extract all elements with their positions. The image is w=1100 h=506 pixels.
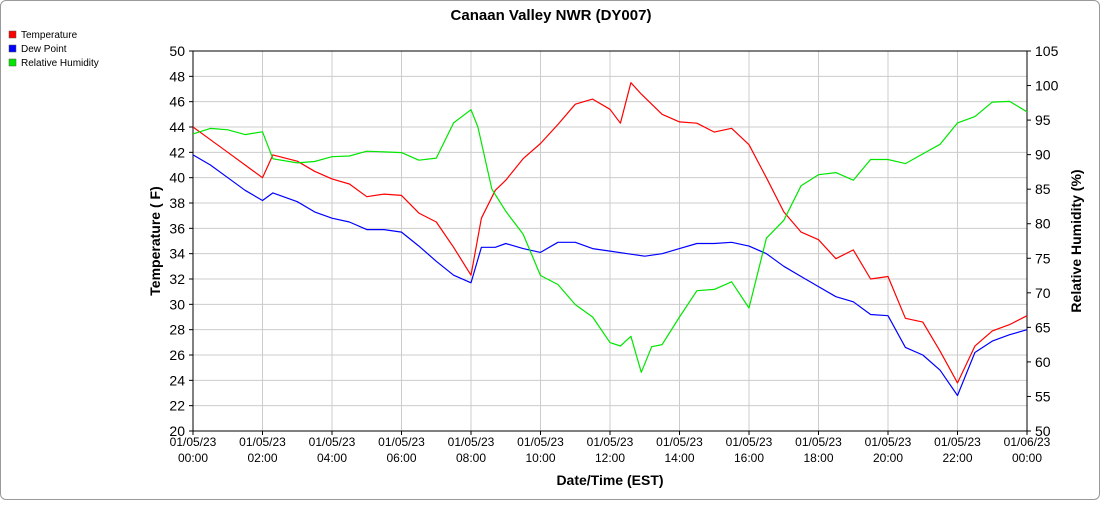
left-tick-label: 40 [169,170,185,186]
right-tick-label: 90 [1035,147,1051,163]
dew-point-line [192,154,1028,397]
x-tick-time: 02:00 [247,451,277,465]
grid-lines [192,50,1028,432]
x-tick-time: 00:00 [178,451,208,465]
right-tick-label: 100 [1035,78,1059,94]
x-axis-label: Date/Time (EST) [556,472,663,488]
x-tick-date: 01/05/23 [378,435,425,449]
left-tick-label: 50 [169,43,185,59]
left-tick-label: 44 [169,119,185,135]
x-tick-date: 01/05/23 [309,435,356,449]
right-tick-label: 105 [1035,43,1059,59]
chart-title: Canaan Valley NWR (DY007) [451,7,652,24]
x-tick-date: 01/06/23 [1004,435,1051,449]
x-tick-date: 01/05/23 [239,435,286,449]
right-tick-label: 95 [1035,112,1051,128]
legend-label: Dew Point [21,44,67,55]
legend-label: Relative Humidity [21,58,99,69]
x-tick-date: 01/05/23 [726,435,773,449]
right-tick-label: 80 [1035,216,1051,232]
left-tick-label: 20 [169,423,185,439]
x-tick-time: 04:00 [317,451,347,465]
x-tick-date: 01/05/23 [656,435,703,449]
right-tick-label: 55 [1035,388,1051,404]
x-tick-time: 12:00 [595,451,625,465]
legend-label: Temperature [21,30,78,41]
legend-swatch [8,30,17,39]
right-tick-label: 50 [1035,423,1051,439]
temperature-line [192,82,1028,384]
left-tick-label: 30 [169,296,185,312]
left-tick-label: 42 [169,144,185,160]
left-tick-label: 48 [169,68,185,84]
relative-humidity-line [192,100,1028,373]
right-tick-label: 65 [1035,319,1051,335]
x-tick-date: 01/05/23 [934,435,981,449]
left-tick-label: 28 [169,322,185,338]
x-tick-time: 00:00 [1012,451,1042,465]
left-tick-label: 24 [169,372,185,388]
series-layer [192,82,1028,397]
y2-axis-label: Relative Humidity (%) [1068,169,1084,312]
x-tick-date: 01/05/23 [170,435,217,449]
left-axis-ticks: 20 22 24 26 28 30 32 34 36 38 40 42 44 46 48 50 [169,43,193,439]
right-axis-ticks: 50 55 60 65 70 75 80 85 90 95 100 105 [1027,43,1059,439]
legend-swatch [8,44,17,53]
legend: Temperature Dew Point Relative Humidity [8,30,99,69]
x-tick-date: 01/05/23 [517,435,564,449]
left-tick-label: 32 [169,271,185,287]
x-tick-time: 10:00 [525,451,555,465]
left-tick-label: 46 [169,94,185,110]
x-tick-time: 14:00 [664,451,694,465]
left-tick-label: 26 [169,347,185,363]
right-tick-label: 75 [1035,250,1051,266]
left-tick-label: 38 [169,195,185,211]
right-tick-label: 85 [1035,181,1051,197]
x-axis-ticks: 01/05/23 00:00 01/05/23 02:00 01/05/23 04:00 0… [170,431,1051,465]
left-tick-label: 36 [169,220,185,236]
left-tick-label: 34 [169,246,185,262]
x-tick-date: 01/05/23 [448,435,495,449]
x-tick-time: 16:00 [734,451,764,465]
left-tick-label: 22 [169,398,185,414]
x-tick-time: 06:00 [386,451,416,465]
legend-swatch [8,58,17,67]
x-tick-time: 08:00 [456,451,486,465]
right-tick-label: 70 [1035,285,1051,301]
x-tick-date: 01/05/23 [865,435,912,449]
x-tick-time: 22:00 [942,451,972,465]
y-axis-label: Temperature ( F) [147,186,163,295]
x-tick-date: 01/05/23 [795,435,842,449]
x-tick-time: 20:00 [873,451,903,465]
right-tick-label: 60 [1035,354,1051,370]
x-tick-time: 18:00 [803,451,833,465]
x-tick-date: 01/05/23 [587,435,634,449]
